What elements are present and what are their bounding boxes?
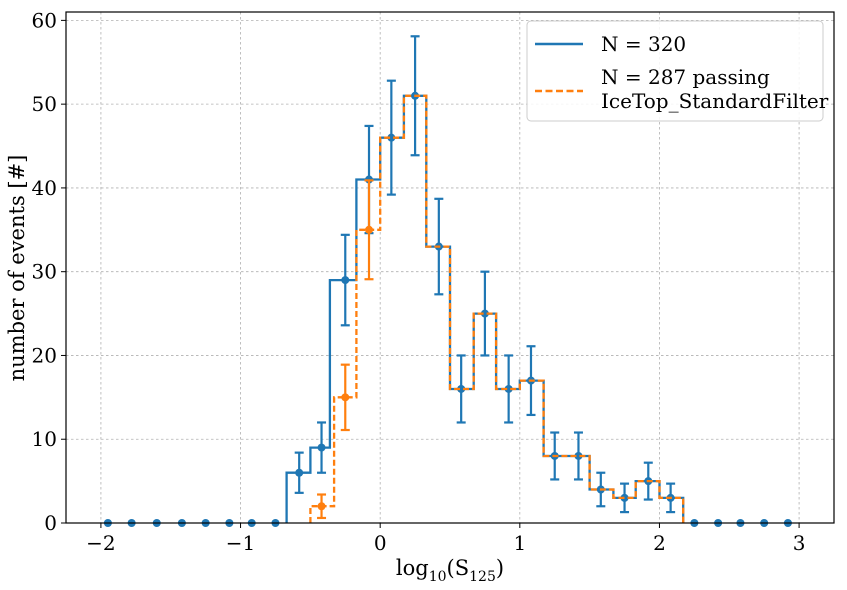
legend: N = 320 N = 287 passing IceTop_StandardF… [526,20,829,122]
data-point-n287 [365,225,374,234]
legend-label-n287-line1: N = 287 passing [601,65,770,89]
x-tick-label: 3 [793,531,806,555]
x-axis-title: log10(S125) [396,556,504,585]
x-tick-label: −1 [226,531,255,555]
y-tick-label: 40 [32,176,57,200]
y-axis-title: number of events [#] [5,155,29,382]
y-tick-label: 30 [32,260,57,284]
legend-box [526,20,824,122]
y-tick-label: 0 [44,511,57,535]
data-point-n320 [317,443,326,452]
y-tick-label: 20 [32,343,57,367]
data-point-n320 [620,493,629,502]
plot-frame [65,11,835,524]
x-tick-label: 2 [653,531,666,555]
data-point-n320 [480,309,489,318]
x-tick-label: 1 [513,531,526,555]
data-point-n320 [387,133,396,142]
data-point-n320 [574,451,583,460]
data-series [103,35,792,527]
data-point-n320 [295,468,304,477]
x-tick-label: 0 [374,531,387,555]
y-tick-label: 50 [32,92,57,116]
y-tick-label: 10 [32,427,57,451]
x-tick-label: −2 [86,531,115,555]
legend-label-n320: N = 320 [601,32,686,56]
data-point-n320 [457,384,466,393]
data-point-n320 [504,384,513,393]
data-point-n287 [317,502,326,511]
step-line-n287 [309,94,685,523]
y-tick-label: 60 [32,8,57,32]
legend-label-n287-line2: IceTop_StandardFilter [601,89,829,113]
data-point-n320 [341,276,350,285]
data-point-n287 [341,393,350,402]
